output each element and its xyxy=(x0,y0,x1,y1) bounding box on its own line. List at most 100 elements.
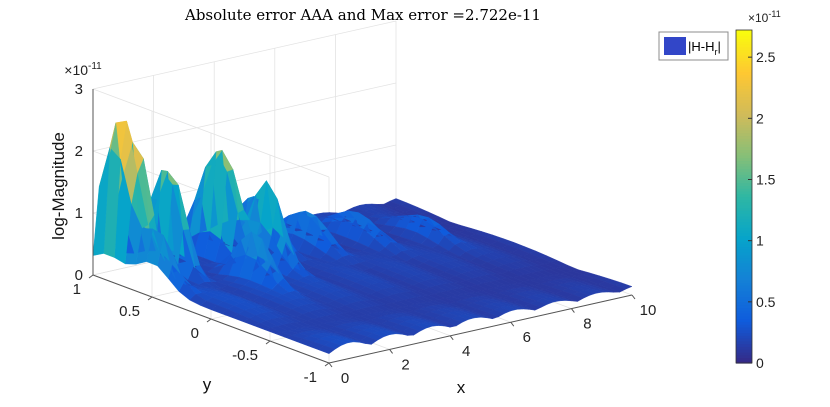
x-tick-label: 2 xyxy=(401,356,409,373)
colorbar-step xyxy=(736,96,752,100)
colorbar-step xyxy=(736,243,752,248)
colorbar-step xyxy=(736,282,752,286)
colorbar-step xyxy=(736,335,752,339)
colorbar-tick-label: 2.5 xyxy=(756,49,776,65)
colorbar-step xyxy=(736,276,752,281)
colorbar-step xyxy=(736,49,752,53)
z-tick-label: 2 xyxy=(75,143,83,160)
colorbar-step xyxy=(736,116,752,120)
colorbar-step xyxy=(736,91,752,95)
colorbar-step xyxy=(736,110,752,114)
z-axis-exponent: ×10-11 xyxy=(64,61,102,78)
colorbar-step xyxy=(736,313,752,317)
colorbar-step xyxy=(736,274,752,278)
colorbar-step xyxy=(736,332,752,336)
colorbar-step xyxy=(736,215,752,220)
colorbar-step xyxy=(736,38,752,42)
colorbar-step xyxy=(736,63,752,67)
colorbar-step xyxy=(736,60,752,64)
colorbar-gradient xyxy=(736,30,752,364)
colorbar-step xyxy=(736,35,752,39)
colorbar-step xyxy=(736,127,752,131)
y-tick-mark xyxy=(206,318,212,323)
colorbar-step xyxy=(736,32,752,37)
colorbar-exponent: ×10-11 xyxy=(748,9,781,25)
colorbar-step xyxy=(736,157,752,162)
x-tick-mark xyxy=(571,308,575,313)
colorbar-tick-label: 0.5 xyxy=(756,294,776,310)
colorbar-step xyxy=(736,135,752,139)
colorbar-step xyxy=(736,57,752,62)
x-tick-label: 4 xyxy=(462,343,470,360)
chart-title: Absolute error AAA and Max error =2.722e… xyxy=(184,6,541,24)
colorbar-step xyxy=(736,146,752,150)
colorbar-step xyxy=(736,299,752,303)
y-tick-label: 1 xyxy=(73,281,81,298)
colorbar-step xyxy=(736,179,752,184)
colorbar-step xyxy=(736,254,752,259)
legend-swatch xyxy=(664,37,686,55)
colorbar-step xyxy=(736,99,752,103)
colorbar-step xyxy=(736,138,752,142)
z-tick-label: 1 xyxy=(75,205,83,222)
colorbar-step xyxy=(736,296,752,300)
colorbar-step xyxy=(736,288,752,292)
z-axis-label: log-Magnitude xyxy=(49,132,68,240)
colorbar-step xyxy=(736,260,752,264)
colorbar-step xyxy=(736,152,752,156)
colorbar-step xyxy=(736,79,752,84)
colorbar-step xyxy=(736,118,752,123)
colorbar-step xyxy=(736,85,752,89)
colorbar-step xyxy=(736,232,752,236)
colorbar-step xyxy=(736,124,752,128)
colorbar-step xyxy=(736,340,752,345)
y-tick-label: -1 xyxy=(304,369,317,386)
colorbar-step xyxy=(736,54,752,59)
colorbar-step xyxy=(736,165,752,170)
colorbar-step xyxy=(736,246,752,250)
colorbar-step xyxy=(736,102,752,106)
legend[interactable]: |H-Hr| xyxy=(658,31,729,61)
colorbar-frame xyxy=(735,29,753,364)
colorbar-step xyxy=(736,235,752,239)
colorbar-step xyxy=(736,301,752,306)
colorbar-step xyxy=(736,113,752,117)
x-tick-mark xyxy=(631,294,636,300)
colorbar-step xyxy=(736,177,752,181)
colorbar-step xyxy=(736,329,752,334)
colorbar-step xyxy=(736,121,752,125)
colorbar-step xyxy=(736,290,752,295)
colorbar-step xyxy=(736,354,752,359)
colorbar-step xyxy=(736,199,752,203)
x-tick-mark xyxy=(389,349,394,354)
colorbar-step xyxy=(736,321,752,325)
y-tick-label: -0.5 xyxy=(232,347,258,364)
colorbar-step xyxy=(736,343,752,347)
colorbar-step xyxy=(736,188,752,192)
colorbar-step xyxy=(736,88,752,92)
colorbar-step xyxy=(736,154,752,159)
x-tick-label: 0 xyxy=(341,370,349,387)
colorbar-step xyxy=(736,82,752,87)
colorbar-step xyxy=(736,304,752,309)
colorbar-step xyxy=(736,204,752,209)
legend-entry: |H-Hr| xyxy=(688,39,721,57)
z-tick-label: 0 xyxy=(75,267,83,284)
colorbar-step xyxy=(736,141,752,145)
x-tick-label: 6 xyxy=(523,329,531,346)
colorbar-step xyxy=(736,229,752,234)
x-tick-label: 8 xyxy=(583,316,591,333)
y-axis-label: y xyxy=(203,375,212,394)
colorbar-step xyxy=(736,207,752,211)
y-tick-mark xyxy=(88,274,94,279)
colorbar-step xyxy=(736,252,752,256)
colorbar-tick-label: 0 xyxy=(756,355,764,371)
x-tick-mark xyxy=(510,321,515,327)
x-axis-label: x xyxy=(457,378,466,397)
colorbar-step xyxy=(736,174,752,178)
colorbar-tick-label: 1.5 xyxy=(756,171,776,187)
colorbar-step xyxy=(736,52,752,56)
x-tick-label: 10 xyxy=(640,302,657,319)
